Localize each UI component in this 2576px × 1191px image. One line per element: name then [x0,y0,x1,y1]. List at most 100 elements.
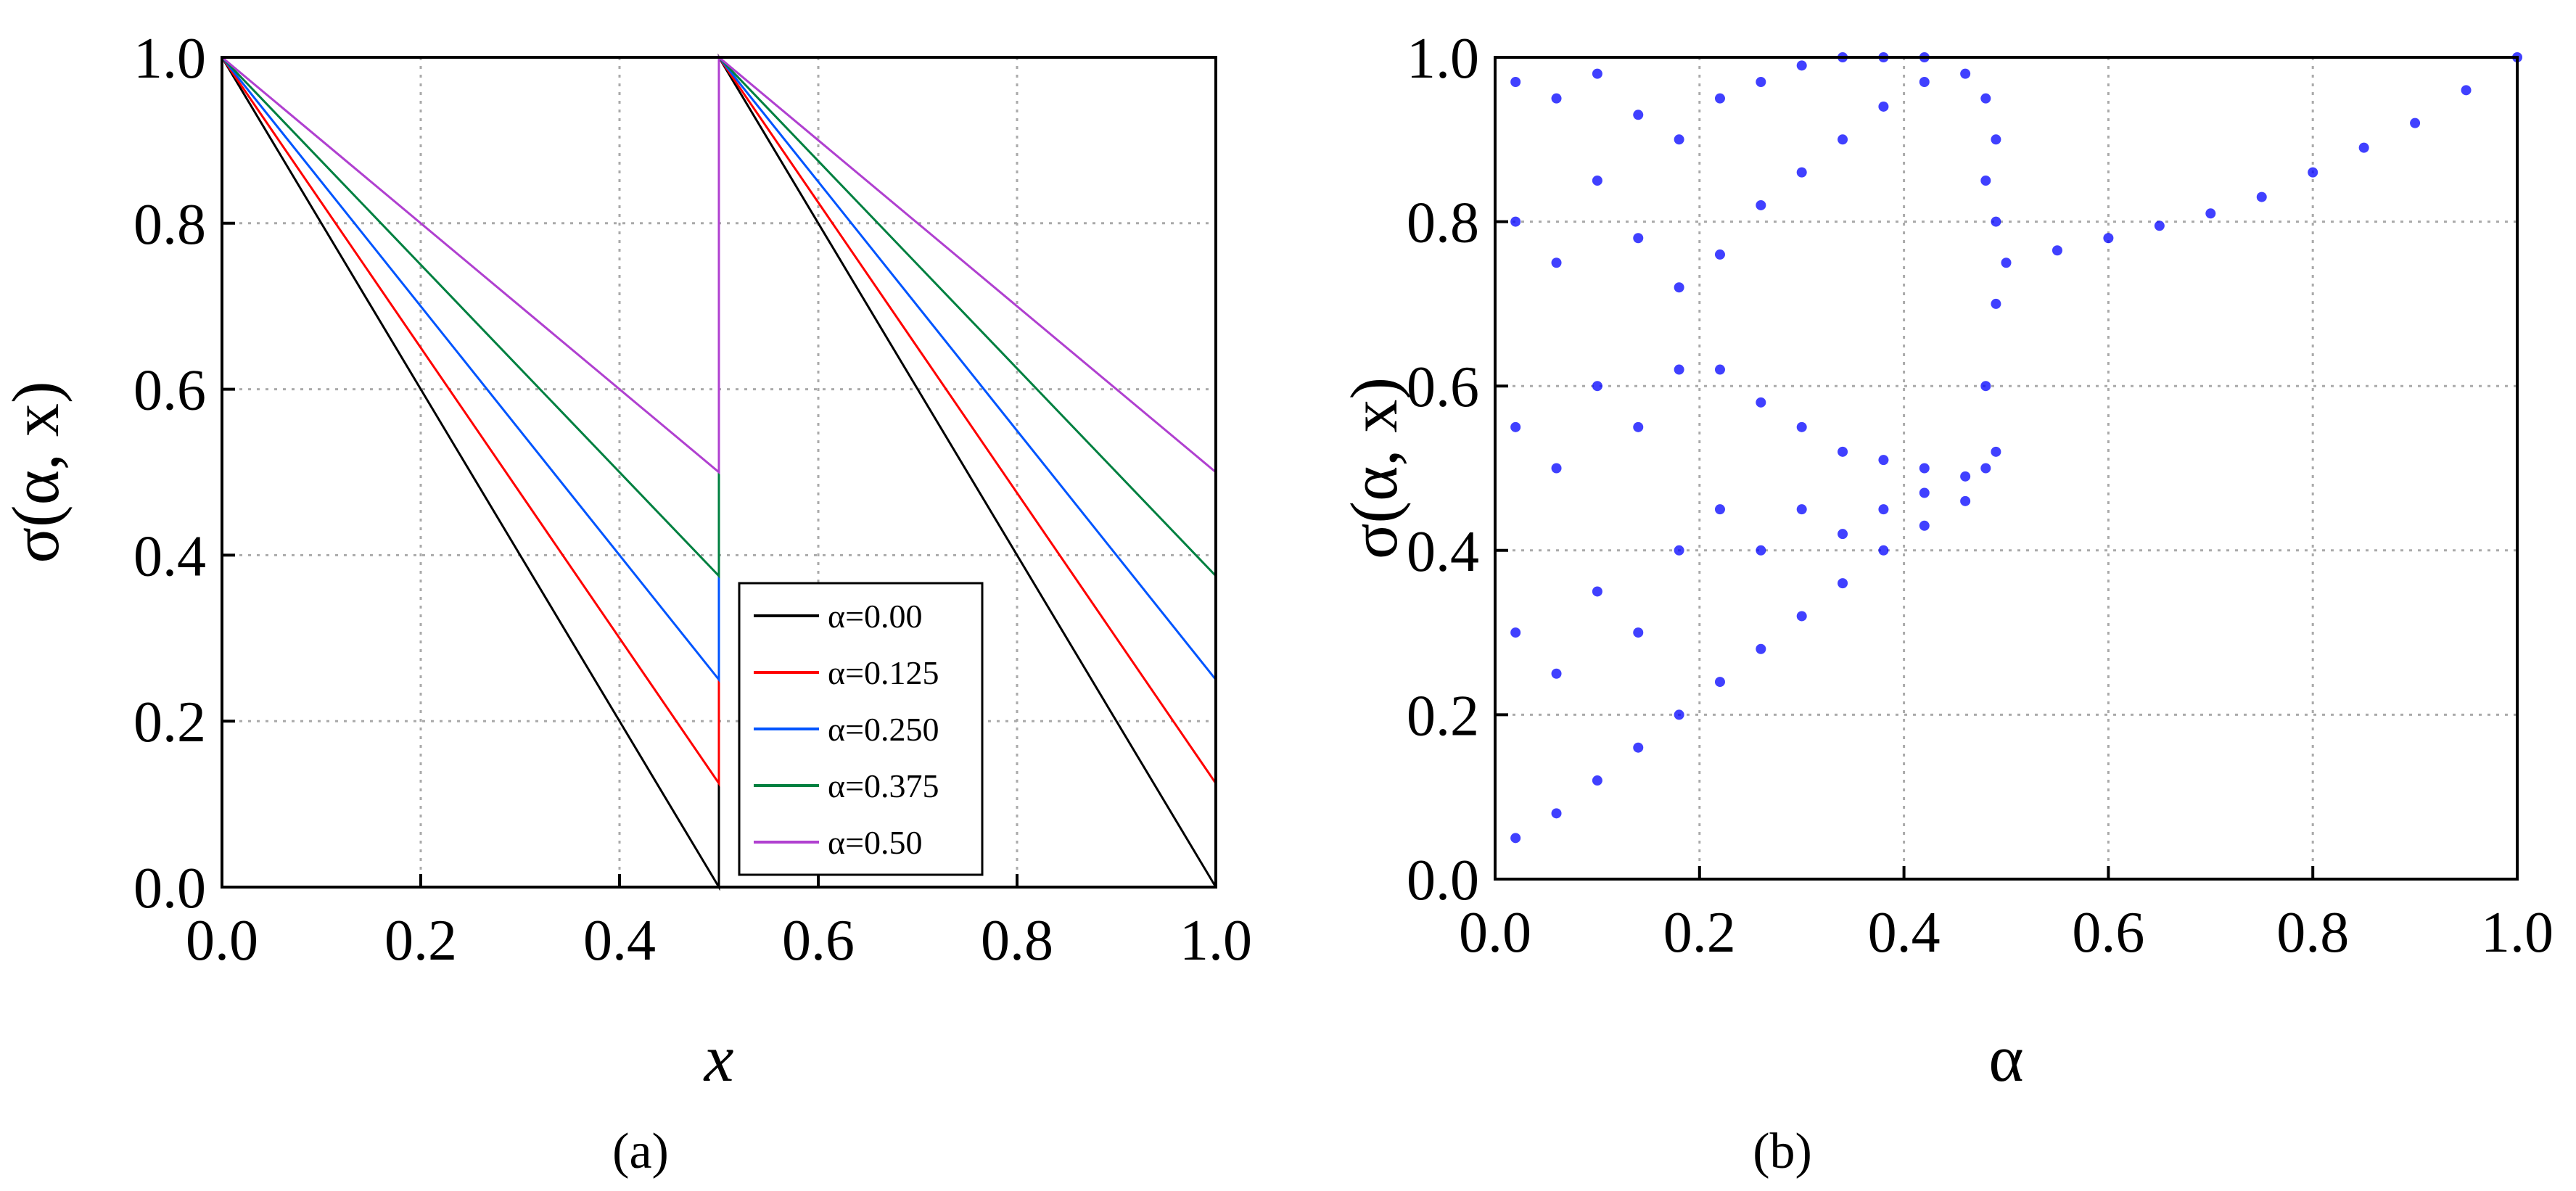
point [1919,76,1930,87]
y-tick-label: 0.6 [133,359,206,423]
point [1592,586,1602,597]
point [2001,257,2012,268]
x-tick-label: 0.2 [1663,901,1736,965]
point [1919,463,1930,474]
point [1674,282,1684,293]
point [1991,298,2001,309]
point [2308,167,2318,178]
y-tick-label: 0.2 [133,691,206,754]
point [1960,495,1971,506]
point [1714,364,1725,375]
x-axis-title: x [703,1021,734,1095]
legend-label: α=0.250 [828,711,939,748]
point [1980,93,1991,104]
point [1980,463,1991,474]
y-tick-label: 1.0 [133,27,206,91]
point [1633,110,1644,120]
point [2358,142,2369,153]
point [1756,643,1766,654]
y-tick-label: 0.0 [133,857,206,920]
point [1551,257,1562,268]
plot-frame [221,56,1217,889]
point [1838,529,1848,540]
point [1510,627,1521,638]
caption: (b) [1753,1124,1812,1179]
point [1919,520,1930,531]
x-axis-title: α [1988,1021,2023,1095]
point [1796,167,1807,178]
point [1919,487,1930,498]
point [1674,709,1684,720]
point [1960,471,1971,482]
point [2103,233,2114,244]
point [1838,134,1848,145]
x-tick-label: 0.6 [782,909,855,973]
x-tick-label: 0.4 [1868,901,1941,965]
point [1796,421,1807,432]
point [1714,93,1725,104]
point [1633,627,1644,638]
y-tick-label: 0.6 [1407,355,1479,419]
y-tick-label: 0.8 [1407,191,1479,255]
point [1510,216,1521,227]
point [1592,68,1602,79]
legend-label: α=0.375 [828,767,939,804]
point [1714,504,1725,515]
point [1838,446,1848,457]
point [1878,101,1889,112]
point [1674,545,1684,556]
point [1633,233,1644,244]
legend-label: α=0.00 [828,598,923,635]
point [1714,677,1725,688]
x-tick-label: 0.6 [2072,901,2144,965]
point [1878,504,1889,515]
point [1592,175,1602,186]
point [1796,60,1807,71]
x-tick-label: 1.0 [2481,901,2554,965]
y-tick-label: 0.2 [1407,684,1479,748]
y-axis-title: σ(α, x) [0,381,73,563]
point [1551,668,1562,679]
point [1510,76,1521,87]
point [1991,134,2001,145]
point [1633,742,1644,753]
point [1878,455,1889,466]
point [1756,397,1766,408]
point [1796,611,1807,622]
point [1878,545,1889,556]
x-tick-label: 0.8 [981,909,1053,973]
point [1674,364,1684,375]
y-axis-title: σ(α, x) [1337,377,1411,559]
point [2256,191,2267,202]
point [1551,93,1562,104]
point [1510,833,1521,844]
point [1551,808,1562,819]
x-tick-label: 0.2 [384,909,457,973]
point [1980,381,1991,392]
point [2205,208,2216,219]
point [2461,85,2472,96]
x-tick-label: 1.0 [1180,909,1252,973]
point [2052,245,2062,256]
point [1756,545,1766,556]
caption: (a) [612,1124,669,1179]
y-tick-label: 1.0 [1407,27,1479,91]
y-tick-label: 0.8 [133,193,206,257]
point [1592,775,1602,786]
point [1796,504,1807,515]
point [2154,221,2165,231]
point [1510,421,1521,432]
y-tick-label: 0.4 [133,524,206,588]
point [1991,216,2001,227]
legend-label: α=0.125 [828,654,939,691]
legend-label: α=0.50 [828,824,923,861]
point [1714,249,1725,260]
point [1551,463,1562,474]
point [1980,175,1991,186]
point [1674,134,1684,145]
y-tick-label: 0.0 [1407,849,1479,912]
plot-frame [1494,56,2519,881]
point [1756,199,1766,210]
y-tick-label: 0.4 [1407,520,1479,584]
